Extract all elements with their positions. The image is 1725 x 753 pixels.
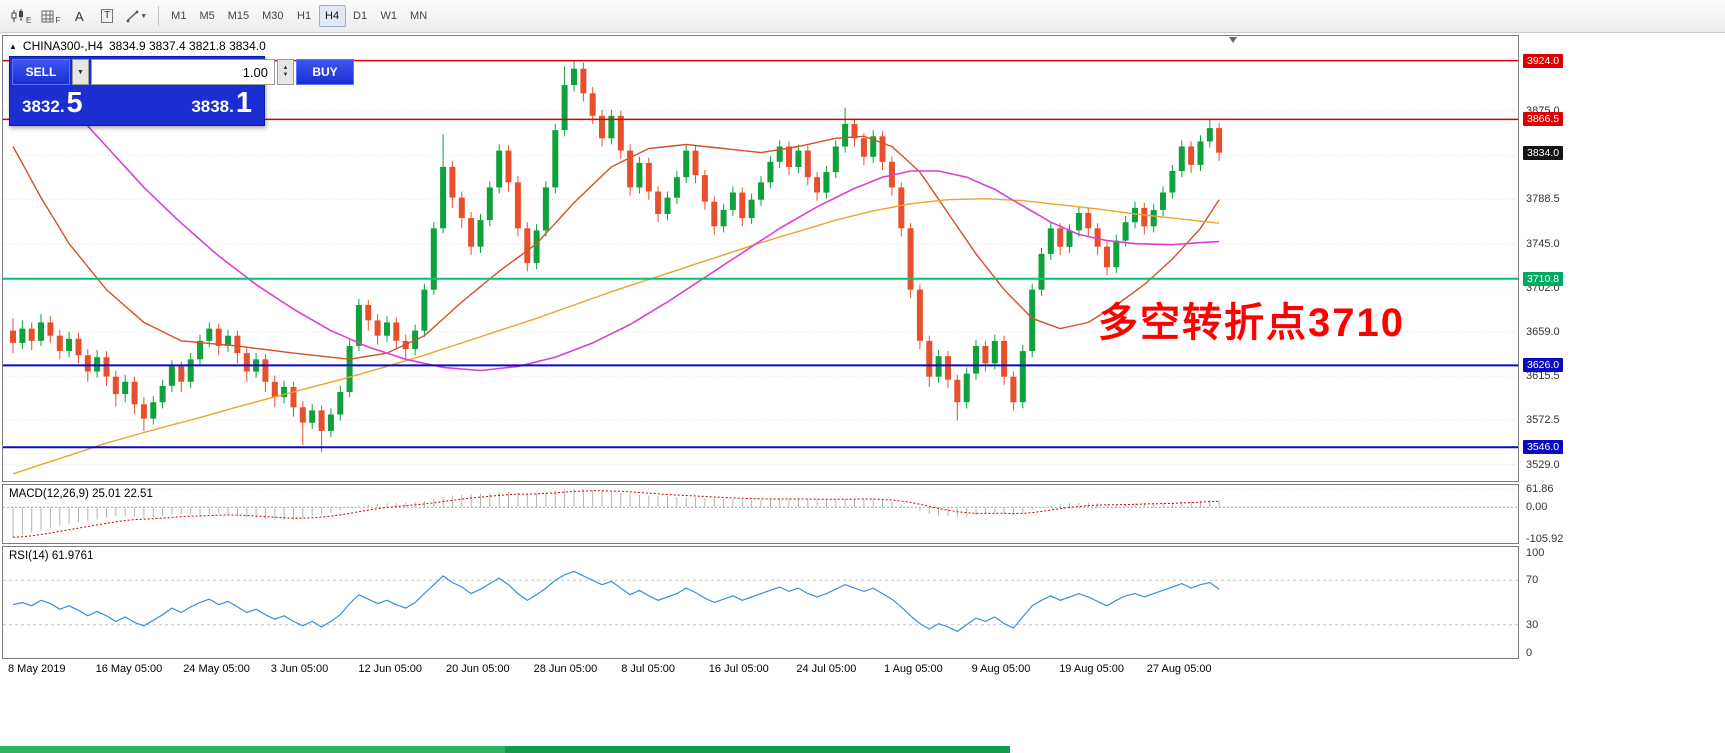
macd-axis[interactable]: 61.86 0.00 -105.92 xyxy=(1521,483,1579,545)
grid-tool-button[interactable]: F xyxy=(36,4,65,28)
timeframe-button-m30[interactable]: M30 xyxy=(262,10,284,22)
rsi-canvas[interactable] xyxy=(3,547,1518,658)
time-tick-label: 12 Jun 05:00 xyxy=(358,663,423,675)
time-tick-label: 8 Jul 05:00 xyxy=(621,663,676,675)
time-tick-label: 27 Aug 05:00 xyxy=(1146,663,1212,675)
chart-shift-marker-icon xyxy=(1229,37,1237,43)
rsi-tick-label: 70 xyxy=(1526,574,1539,587)
ohlc-values-label: 3834.9 3837.4 3821.8 3834.0 xyxy=(108,39,266,53)
price-tick-label: 3615.5 xyxy=(1526,370,1560,383)
price-level-badge: 3710.8 xyxy=(1523,271,1564,286)
main-chart-panel: ▲ CHINA300-,H4 3834.9 3837.4 3821.8 3834… xyxy=(2,35,1519,482)
rsi-axis[interactable]: 100 70 30 0 xyxy=(1521,546,1579,659)
chart-workspace: ▲ CHINA300-,H4 3834.9 3837.4 3821.8 3834… xyxy=(0,33,1725,753)
timeframe-button-h1[interactable]: H1 xyxy=(297,10,312,22)
status-strip-segment xyxy=(505,746,1010,753)
time-axis[interactable]: 8 May 2019 16 May 05:00 24 May 05:00 3 Jun … xyxy=(2,659,1567,679)
bottom-status-strip xyxy=(0,746,1725,753)
macd-tick-label: -105.92 xyxy=(1526,533,1564,545)
rsi-tick-label: 0 xyxy=(1526,647,1533,659)
ma-slow-gold xyxy=(12,197,1220,475)
rsi-indicator-panel: RSI(14) 61.9761 xyxy=(2,546,1519,659)
macd-tick-label: 61.86 xyxy=(1526,483,1554,495)
trendline-icon xyxy=(126,10,139,22)
timeframe-button-m1[interactable]: M1 xyxy=(171,10,187,22)
timeframe-button-mn[interactable]: MN xyxy=(410,10,428,22)
time-tick-label: 1 Aug 05:00 xyxy=(884,663,943,675)
price-level-badge: 3834.0 xyxy=(1523,145,1564,160)
price-axis[interactable]: 3875.0 3788.5 3745.0 3702.0 3659.0 3615.5 3572… xyxy=(1521,35,1579,482)
candlestick-icon xyxy=(11,9,23,22)
timeframe-button-d1[interactable]: D1 xyxy=(353,10,368,22)
rsi-line xyxy=(12,570,1220,633)
time-tick-label: 28 Jun 05:00 xyxy=(533,663,598,675)
ma-trend-magenta xyxy=(31,64,1220,372)
draw-objects-dropdown-button[interactable]: ▼ xyxy=(121,4,152,28)
chart-text-annotation[interactable]: 多空转折点3710 xyxy=(1098,301,1405,345)
macd-label: MACD(12,26,9) 25.01 22.51 xyxy=(9,488,153,500)
ma-fast-orange-red xyxy=(12,135,1220,361)
timeframe-button-w1[interactable]: W1 xyxy=(380,10,398,22)
tool-t-label: T xyxy=(101,9,114,23)
text-tool-button[interactable]: T xyxy=(93,4,121,28)
chevron-down-icon: ▼ xyxy=(140,12,148,20)
timeframe-button-m15[interactable]: M15 xyxy=(227,10,250,22)
time-tick-label: 8 May 2019 xyxy=(8,663,66,675)
time-tick-label: 24 May 05:00 xyxy=(183,663,250,675)
time-tick-label: 24 Jul 05:00 xyxy=(796,663,857,675)
timeframe-toolbar: M1 M5 M15 M30 H1 H4 D1 W1 MN xyxy=(165,5,433,27)
stepper-up-icon[interactable]: ▲ xyxy=(282,65,289,71)
price-level-badge: 3866.5 xyxy=(1523,112,1564,127)
status-strip-segment xyxy=(1010,746,1725,753)
tool-a-label: A xyxy=(74,8,84,24)
timeframe-button-h4[interactable]: H4 xyxy=(318,5,346,27)
price-tick-label: 3659.0 xyxy=(1526,325,1560,338)
top-toolbar: E F A T ▼ M1 M5 M15 M30 H1 H4 D1 W1 MN xyxy=(0,0,1725,33)
crosshair-tool-button[interactable]: A xyxy=(65,4,93,28)
price-tick-label: 3529.0 xyxy=(1526,458,1560,471)
toolbar-separator xyxy=(158,6,160,26)
rsi-tick-label: 30 xyxy=(1526,618,1539,631)
macd-indicator-panel: MACD(12,26,9) 25.01 22.51 xyxy=(2,484,1519,544)
volume-stepper[interactable]: ▲ ▼ xyxy=(277,59,294,85)
tool-sub-label: E xyxy=(26,16,32,25)
price-level-badge: 3924.0 xyxy=(1523,53,1564,68)
volume-dropdown-button[interactable]: ▼ xyxy=(72,59,89,85)
buy-price[interactable]: 3838. 1 xyxy=(191,88,252,118)
volume-input[interactable] xyxy=(91,59,275,85)
stepper-down-icon[interactable]: ▼ xyxy=(282,72,289,78)
sell-price-main: 3832. xyxy=(22,97,65,116)
tool-sub-label: F xyxy=(55,16,61,25)
time-tick-label: 16 Jul 05:00 xyxy=(708,663,769,675)
time-tick-label: 3 Jun 05:00 xyxy=(270,663,329,675)
rsi-label: RSI(14) 61.9761 xyxy=(9,550,94,562)
symbol-period-label: CHINA300-,H4 xyxy=(22,39,103,53)
buy-price-main: 3838. xyxy=(191,97,234,116)
price-tick-label: 3788.5 xyxy=(1526,193,1560,206)
timeframe-button-m5[interactable]: M5 xyxy=(199,10,215,22)
time-tick-label: 9 Aug 05:00 xyxy=(971,663,1031,675)
macd-signal-line xyxy=(12,490,1220,538)
sell-price[interactable]: 3832. 5 xyxy=(22,88,83,118)
candlestick-chart-tool-button[interactable]: E xyxy=(6,4,36,28)
collapse-triangle-icon: ▲ xyxy=(9,41,17,51)
time-tick-label: 19 Aug 05:00 xyxy=(1059,663,1125,675)
time-tick-label: 16 May 05:00 xyxy=(95,663,163,675)
status-strip-segment xyxy=(0,746,505,753)
sell-price-pip: 5 xyxy=(66,87,83,119)
buy-price-pip: 1 xyxy=(235,87,252,119)
price-tick-label: 3572.5 xyxy=(1526,414,1560,427)
grid-icon xyxy=(41,10,54,22)
sell-button[interactable]: SELL xyxy=(12,59,70,85)
macd-canvas[interactable] xyxy=(3,485,1518,543)
rsi-tick-label: 100 xyxy=(1526,547,1545,559)
price-level-badge: 3626.0 xyxy=(1523,358,1564,373)
time-tick-label: 20 Jun 05:00 xyxy=(446,663,510,675)
one-click-trading-widget: SELL ▼ ▲ ▼ BUY 3832. 5 3838. 1 xyxy=(9,56,354,126)
chart-title: ▲ CHINA300-,H4 3834.9 3837.4 3821.8 3834… xyxy=(9,39,266,53)
macd-tick-label: 0.00 xyxy=(1526,501,1548,514)
price-tick-label: 3745.0 xyxy=(1526,237,1560,250)
buy-button[interactable]: BUY xyxy=(296,59,354,85)
price-level-badge: 3546.0 xyxy=(1523,440,1564,455)
